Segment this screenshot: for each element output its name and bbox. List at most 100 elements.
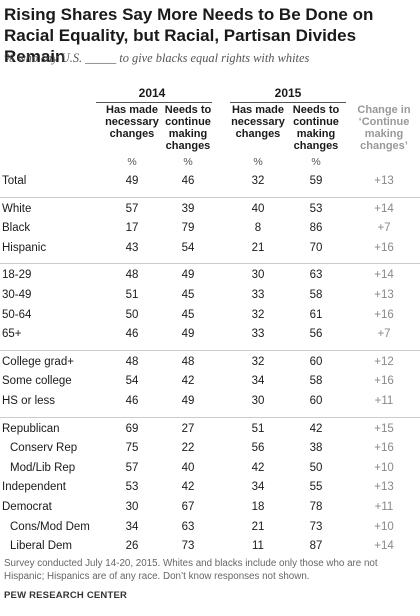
row-label: HS or less — [2, 395, 56, 407]
data-value: 56 — [251, 442, 265, 455]
row-label: Democrat — [2, 501, 52, 513]
row-label: Black — [2, 222, 31, 235]
data-value: 49 — [181, 395, 195, 407]
group-divider — [0, 416, 420, 418]
data-value: 11 — [252, 540, 264, 553]
data-value: 39 — [181, 202, 195, 215]
data-value: 54 — [181, 241, 195, 254]
group-divider — [0, 196, 420, 198]
source-label: PEW RESEARCH CENTER — [4, 590, 128, 601]
change-value: +16 — [374, 241, 394, 254]
data-value: 34 — [125, 520, 139, 533]
row-label: Cons/Mod Dem — [10, 520, 90, 533]
change-value: +11 — [374, 395, 394, 407]
data-value: 49 — [181, 328, 195, 341]
change-value: +11 — [374, 501, 394, 513]
data-value: 48 — [125, 269, 139, 282]
data-value: 51 — [251, 422, 265, 435]
change-value: +16 — [374, 375, 394, 388]
data-value: 58 — [309, 289, 323, 301]
data-value: 30 — [251, 395, 265, 407]
data-value: 40 — [251, 202, 265, 215]
data-value: 46 — [125, 395, 139, 407]
data-value: 34 — [251, 375, 265, 388]
data-value: 53 — [309, 202, 323, 215]
data-value: 60 — [309, 355, 323, 368]
data-value: 50 — [309, 461, 323, 474]
data-value: 56 — [309, 328, 323, 341]
row-label: 50-64 — [2, 308, 32, 321]
data-value: 73 — [309, 520, 323, 533]
data-value: 48 — [125, 355, 139, 368]
data-value: 8 — [254, 222, 262, 235]
row-label: Republican — [2, 422, 60, 435]
change-value: +10 — [374, 461, 394, 474]
group-divider — [0, 263, 420, 265]
data-value: 32 — [251, 175, 265, 187]
data-value: 54 — [125, 375, 139, 388]
row-label: Hispanic — [2, 241, 47, 254]
data-value: 60 — [309, 395, 323, 407]
header-2014-made: Has made necessary changes — [105, 104, 159, 140]
data-value: 34 — [251, 481, 265, 494]
data-value: 21 — [251, 241, 265, 254]
data-value: 45 — [181, 308, 195, 321]
header-2015-continue: Needs to continue making changes — [292, 104, 340, 152]
data-value: 79 — [181, 222, 195, 235]
data-value: 46 — [125, 328, 139, 341]
change-value: +10 — [374, 520, 394, 533]
data-value: 30 — [251, 269, 265, 282]
data-value: 59 — [309, 175, 323, 187]
row-label: Total — [2, 175, 27, 187]
year-rule-2014 — [96, 102, 212, 103]
change-value: +7 — [377, 328, 391, 341]
change-value: +15 — [374, 422, 394, 435]
data-value: 21 — [251, 520, 265, 533]
data-value: 73 — [181, 540, 195, 553]
data-value: 57 — [125, 202, 139, 215]
change-value: +12 — [374, 355, 394, 368]
data-value: 58 — [309, 375, 323, 388]
change-value: +16 — [374, 308, 394, 321]
data-value: 50 — [125, 308, 139, 321]
data-value: 32 — [251, 355, 265, 368]
data-value: 38 — [309, 442, 323, 455]
group-divider — [0, 349, 420, 351]
data-value: 43 — [125, 241, 139, 254]
data-value: 42 — [181, 481, 195, 494]
data-value: 70 — [309, 241, 323, 254]
data-value: 40 — [181, 461, 195, 474]
data-value: 75 — [125, 442, 139, 455]
percent-unit-label: % — [127, 156, 137, 168]
change-value: +13 — [374, 481, 394, 494]
chart-subtitle: % who say U.S. _____ to give blacks equa… — [4, 51, 310, 65]
data-value: 33 — [251, 328, 265, 341]
row-label: 18-29 — [2, 269, 32, 282]
data-value: 42 — [251, 461, 265, 474]
data-value: 33 — [251, 289, 265, 301]
data-value: 45 — [181, 289, 195, 301]
percent-unit-label: % — [311, 156, 321, 168]
data-value: 63 — [309, 269, 323, 282]
data-value: 27 — [181, 422, 195, 435]
data-value: 48 — [181, 355, 195, 368]
row-label: Independent — [2, 481, 66, 494]
data-value: 32 — [251, 308, 265, 321]
data-value: 42 — [181, 375, 195, 388]
change-value: +14 — [374, 540, 394, 553]
percent-unit-label: % — [183, 156, 193, 168]
row-label: College grad+ — [2, 355, 74, 368]
row-label: 30-49 — [2, 289, 32, 301]
data-value: 22 — [181, 442, 195, 455]
data-value: 53 — [125, 481, 139, 494]
data-value: 61 — [309, 308, 323, 321]
survey-note: Survey conducted July 14-20, 2015. White… — [4, 558, 378, 582]
data-value: 42 — [309, 422, 323, 435]
data-value: 69 — [125, 422, 139, 435]
row-label: White — [2, 202, 32, 215]
data-value: 18 — [251, 501, 265, 513]
data-value: 57 — [125, 461, 139, 474]
row-label: Conserv Rep — [10, 442, 78, 455]
data-value: 49 — [181, 269, 195, 282]
change-value: +13 — [374, 289, 394, 301]
